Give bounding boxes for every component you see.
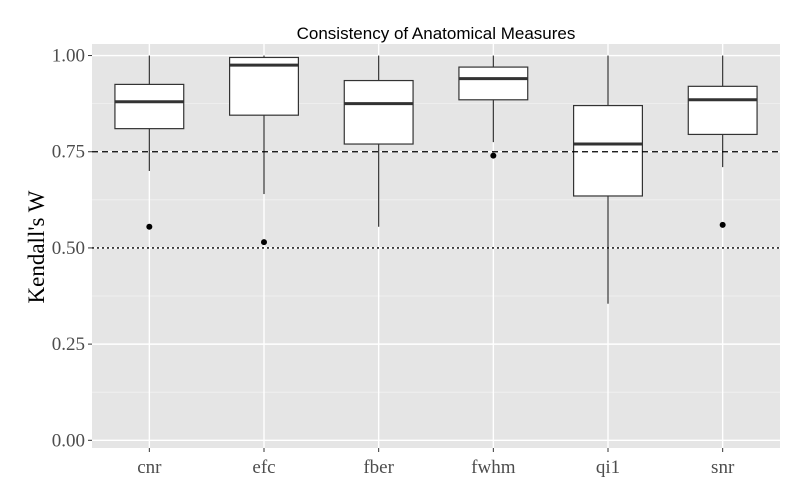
box-fwhm: [458, 66, 529, 101]
box-fber: [343, 79, 414, 145]
box-efc: [229, 56, 300, 116]
x-tick-label-snr: snr: [711, 457, 735, 478]
y-axis-title: Kendall's W: [24, 190, 49, 303]
box-cnr: [114, 83, 185, 130]
chart-title: Consistency of Anatomical Measures: [297, 24, 576, 43]
x-tick-label-fwhm: fwhm: [471, 457, 516, 478]
y-tick-label: 1.00: [52, 46, 85, 67]
outlier-point-cnr: [146, 223, 153, 230]
box-qi1: [572, 104, 643, 197]
outlier-point-fwhm: [490, 152, 497, 159]
x-tick-label-qi1: qi1: [596, 457, 620, 478]
outlier-point-snr: [719, 221, 726, 228]
plot-panel-background: [92, 44, 780, 448]
x-tick-label-cnr: cnr: [137, 457, 162, 478]
x-tick-label-fber: fber: [363, 457, 394, 478]
y-tick-label: 0.00: [52, 430, 85, 451]
outlier-point-efc: [261, 239, 267, 246]
plot-area: 0.00 0.25 0.50 0.75 1.00 cnr efc fber fwhm qi1 snr: [52, 44, 780, 478]
x-tick-label-efc: efc: [252, 457, 275, 478]
y-tick-label: 0.75: [52, 142, 85, 163]
y-tick-label: 0.25: [52, 334, 85, 355]
y-tick-label: 0.50: [52, 238, 85, 259]
box-snr: [687, 85, 758, 136]
